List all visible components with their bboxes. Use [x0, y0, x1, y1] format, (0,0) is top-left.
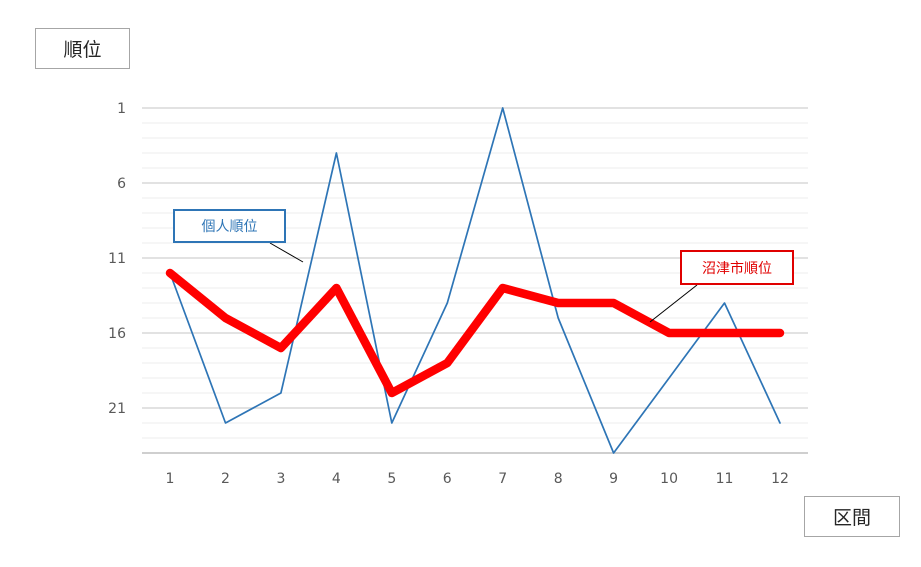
y-tick-label: 6 — [117, 176, 126, 192]
leader-line-city — [649, 284, 698, 323]
y-tick-label: 1 — [117, 101, 126, 117]
y-tick-label: 16 — [108, 326, 126, 342]
x-tick-label: 7 — [498, 471, 507, 487]
legend-numazu-city-rank: 沼津市順位 — [680, 250, 794, 285]
series-lines — [165, 107, 785, 454]
leader-line-personal — [269, 242, 304, 263]
x-tick-label: 8 — [554, 471, 563, 487]
x-tick-label: 1 — [166, 471, 175, 487]
x-tick-label: 3 — [276, 471, 285, 487]
x-tick-label: 11 — [716, 471, 734, 487]
x-tick-label: 5 — [387, 471, 396, 487]
x-tick-label: 10 — [660, 471, 678, 487]
x-axis-title: 区間 — [804, 496, 900, 537]
series-line-city — [165, 268, 785, 398]
y-tick-label: 21 — [108, 401, 126, 417]
x-tick-label: 12 — [771, 471, 789, 487]
x-tick-label: 6 — [443, 471, 452, 487]
y-tick-label: 11 — [108, 251, 126, 267]
y-axis-title: 順位 — [35, 28, 130, 69]
x-tick-label: 9 — [609, 471, 618, 487]
callout-leader-lines — [269, 242, 698, 323]
legend-personal-rank: 個人順位 — [173, 209, 286, 243]
series-line-personal — [169, 107, 781, 454]
x-tick-labels: 1 2 3 4 5 6 7 8 9 10 11 12 — [166, 471, 789, 487]
x-tick-label: 4 — [332, 471, 341, 487]
x-tick-label: 2 — [221, 471, 230, 487]
